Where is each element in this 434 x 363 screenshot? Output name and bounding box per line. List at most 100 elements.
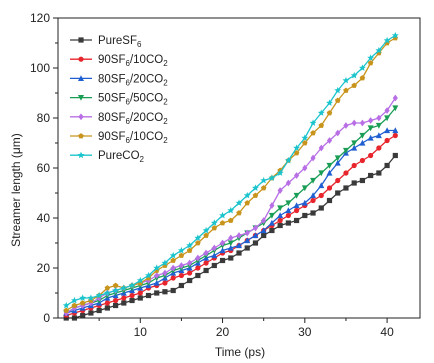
data-point (137, 290, 143, 296)
data-point (302, 212, 308, 219)
data-point (293, 217, 300, 224)
data-point (376, 114, 382, 122)
data-point (384, 162, 390, 169)
data-point (285, 207, 292, 214)
legend-subscript: 6 (137, 40, 142, 49)
data-point (161, 259, 169, 266)
legend-text-part: 80SF (98, 112, 126, 124)
data-point (154, 272, 160, 279)
legend-entry: 50SF6/50CO2 (70, 93, 168, 107)
data-point (261, 217, 267, 224)
data-point (121, 295, 127, 301)
data-point (153, 279, 160, 286)
data-point (219, 257, 226, 264)
data-point (351, 162, 357, 169)
legend-subscript: 2 (163, 78, 168, 87)
data-point (154, 290, 160, 296)
data-point (318, 182, 325, 189)
data-point (301, 199, 308, 206)
data-point (145, 271, 152, 279)
legend-text-part: /10CO (130, 54, 163, 66)
data-point (219, 239, 226, 247)
data-point (268, 219, 275, 226)
data-point (187, 259, 193, 267)
data-point (203, 260, 209, 266)
data-point (309, 119, 317, 126)
y-tick-label: 100 (30, 61, 50, 75)
data-point (359, 177, 366, 184)
data-point (326, 197, 333, 204)
data-point (112, 286, 120, 294)
y-tick-label: 80 (37, 111, 51, 125)
data-point (343, 170, 349, 176)
data-point (79, 300, 86, 306)
data-point (63, 309, 69, 317)
data-point (145, 292, 152, 299)
data-point (178, 272, 185, 279)
legend-label: 80SF6/20CO2 (98, 73, 168, 87)
data-point (178, 262, 185, 269)
data-point (376, 170, 382, 176)
y-tick-label: 120 (30, 11, 50, 25)
data-point (367, 54, 375, 61)
legend-text-part: PureCO (98, 150, 140, 162)
data-point (162, 289, 168, 295)
data-point (195, 272, 201, 279)
data-point (227, 244, 234, 251)
data-point (375, 122, 382, 129)
data-point (318, 170, 325, 177)
data-point (236, 250, 242, 256)
data-point (80, 302, 86, 309)
legend-entry: 80SF6/20CO2 (70, 112, 168, 126)
data-point (326, 169, 333, 176)
legend-label: 90SF6/10CO2 (98, 131, 168, 145)
data-point (351, 144, 358, 151)
data-point (236, 242, 242, 249)
data-point (351, 82, 357, 88)
data-point (244, 200, 250, 206)
data-point (252, 184, 259, 191)
data-point (277, 187, 283, 194)
legend-label: PureSF6 (98, 35, 142, 49)
data-point (358, 64, 366, 71)
legend-marker (78, 95, 84, 101)
legend-label: PureCO2 (98, 150, 145, 164)
data-point (318, 192, 324, 199)
data-point (392, 105, 399, 112)
data-point (268, 174, 276, 181)
x-tick-label: 30 (298, 325, 312, 339)
data-point (228, 217, 234, 223)
data-point (219, 220, 226, 226)
data-point (318, 122, 325, 128)
data-point (252, 232, 259, 239)
data-point (392, 94, 398, 102)
data-point (285, 200, 292, 207)
data-point (243, 191, 251, 199)
legend-text-part: PureSF (98, 35, 137, 47)
data-point (392, 132, 398, 139)
y-axis-title-close: ) (9, 133, 23, 137)
data-point (326, 99, 333, 106)
data-point (359, 75, 366, 81)
data-point (301, 134, 309, 141)
data-point (219, 211, 226, 219)
data-point (277, 205, 284, 212)
data-point (194, 234, 202, 241)
legend-marker (78, 113, 84, 121)
series-5 (63, 94, 398, 317)
data-point (162, 269, 168, 277)
legend-text-part: /20CO (130, 73, 163, 85)
data-point (211, 225, 218, 231)
legend-text-part: 90SF (98, 54, 126, 66)
data-point (252, 192, 259, 198)
data-point (219, 247, 226, 254)
data-point (252, 240, 259, 246)
data-point (351, 140, 358, 147)
data-point (310, 130, 316, 136)
data-point (268, 212, 275, 219)
legend-subscript: 6 (126, 78, 131, 87)
data-point (334, 155, 341, 162)
legend-subscript: 6 (126, 117, 131, 126)
data-point (368, 172, 374, 179)
x-tick-label: 10 (134, 325, 148, 339)
